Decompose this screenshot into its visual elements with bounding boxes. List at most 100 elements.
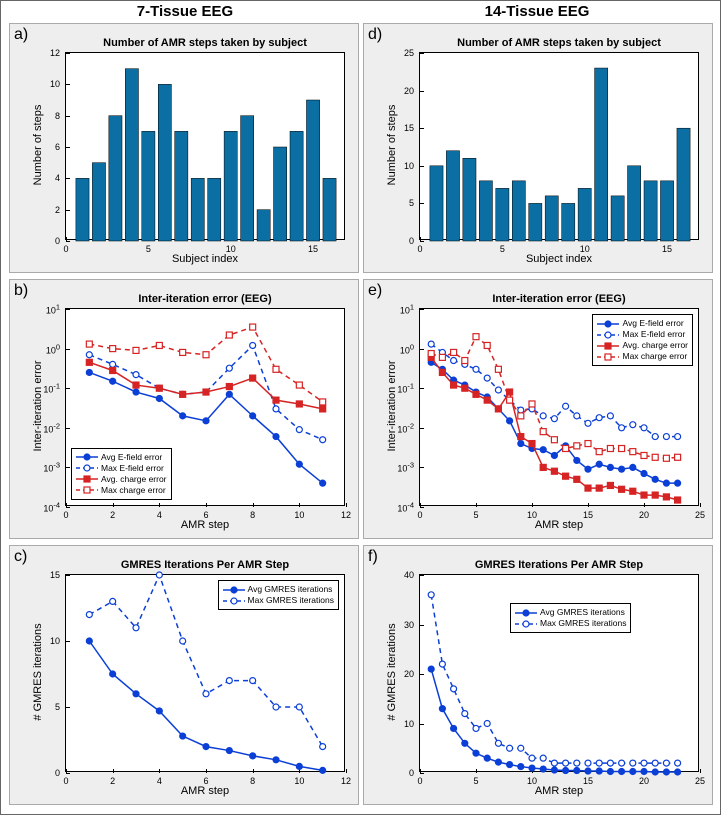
marker: [495, 740, 501, 746]
marker: [585, 760, 591, 766]
marker: [507, 762, 513, 768]
legend-label: Max charge error: [622, 351, 687, 362]
figure-root: 7-Tissue EEG 14-Tissue EEG a) Number of …: [0, 0, 721, 815]
marker: [619, 466, 625, 472]
bar: [208, 178, 221, 241]
marker: [619, 769, 625, 775]
legend-item: Max charge error: [597, 351, 688, 362]
marker: [484, 397, 490, 403]
legend-label: Max GMRES iterations: [248, 595, 334, 606]
marker: [641, 425, 647, 431]
marker: [540, 755, 546, 761]
legend-item: Max E-field error: [76, 463, 167, 474]
marker: [607, 446, 613, 452]
marker: [652, 492, 658, 498]
marker: [585, 420, 591, 426]
marker: [156, 708, 162, 714]
x-tick: 5: [500, 244, 505, 254]
marker: [596, 485, 602, 491]
x-tick: 0: [417, 776, 422, 786]
y-tick: 20: [386, 669, 414, 679]
marker: [250, 678, 256, 684]
x-tick: 12: [341, 510, 351, 520]
y-tick: 4: [32, 173, 60, 183]
marker: [203, 418, 209, 424]
panel-label-f: f): [368, 548, 378, 566]
marker: [495, 387, 501, 393]
marker: [630, 760, 636, 766]
y-tick: 10-4: [386, 501, 414, 514]
x-axis-label: AMR step: [420, 785, 698, 797]
marker: [663, 760, 669, 766]
x-tick: 12: [341, 776, 351, 786]
marker: [641, 760, 647, 766]
marker: [585, 485, 591, 491]
y-tick: 10-3: [32, 461, 60, 474]
legend-swatch: [597, 341, 619, 351]
panel-label-e: e): [368, 282, 382, 300]
plot-title: Inter-iteration error (EEG): [66, 293, 344, 305]
marker: [675, 434, 681, 440]
marker: [607, 482, 613, 488]
marker: [451, 382, 457, 388]
y-tick: 0: [32, 236, 60, 246]
marker: [619, 486, 625, 492]
marker: [110, 378, 116, 384]
y-tick: 30: [386, 620, 414, 630]
marker: [156, 342, 162, 348]
series-line: [431, 362, 677, 483]
marker: [484, 375, 490, 381]
bar: [290, 131, 303, 241]
marker: [563, 768, 569, 774]
marker: [320, 399, 326, 405]
marker: [563, 760, 569, 766]
marker: [630, 422, 636, 428]
marker: [86, 341, 92, 347]
marker: [203, 744, 209, 750]
x-axis-label: Subject index: [420, 253, 698, 265]
y-tick: 15: [386, 123, 414, 133]
y-tick: 10: [386, 719, 414, 729]
y-tick: 5: [386, 198, 414, 208]
marker: [551, 437, 557, 443]
marker: [607, 464, 613, 470]
marker: [203, 389, 209, 395]
x-tick: 10: [527, 776, 537, 786]
marker: [320, 744, 326, 750]
bar: [512, 181, 525, 241]
marker: [518, 413, 524, 419]
x-tick: 2: [110, 510, 115, 520]
marker: [273, 406, 279, 412]
y-axis-label: Number of steps: [386, 51, 398, 239]
marker: [529, 401, 535, 407]
marker: [320, 406, 326, 412]
y-tick: 101: [386, 303, 414, 316]
y-tick: 25: [386, 48, 414, 58]
x-tick: 0: [63, 510, 68, 520]
marker: [630, 449, 636, 455]
bar: [496, 188, 509, 241]
bar: [529, 203, 542, 241]
marker: [428, 341, 434, 347]
marker: [320, 767, 326, 773]
panel-label-c: c): [14, 548, 27, 566]
y-tick: 10-1: [386, 382, 414, 395]
x-tick: 20: [639, 776, 649, 786]
legend-swatch: [76, 463, 98, 473]
marker: [507, 389, 513, 395]
marker: [86, 359, 92, 365]
plot-area: Number of AMR steps taken by subjectNumb…: [419, 52, 699, 240]
marker: [518, 745, 524, 751]
marker: [296, 763, 302, 769]
y-tick: 12: [32, 48, 60, 58]
legend-label: Max charge error: [101, 485, 166, 496]
marker: [596, 760, 602, 766]
marker: [180, 391, 186, 397]
marker: [86, 612, 92, 618]
marker: [250, 375, 256, 381]
plot-area: GMRES Iterations Per AMR Step# GMRES ite…: [65, 574, 345, 772]
marker: [473, 725, 479, 731]
series-line: [89, 641, 322, 770]
x-tick: 20: [639, 510, 649, 520]
marker: [226, 748, 232, 754]
